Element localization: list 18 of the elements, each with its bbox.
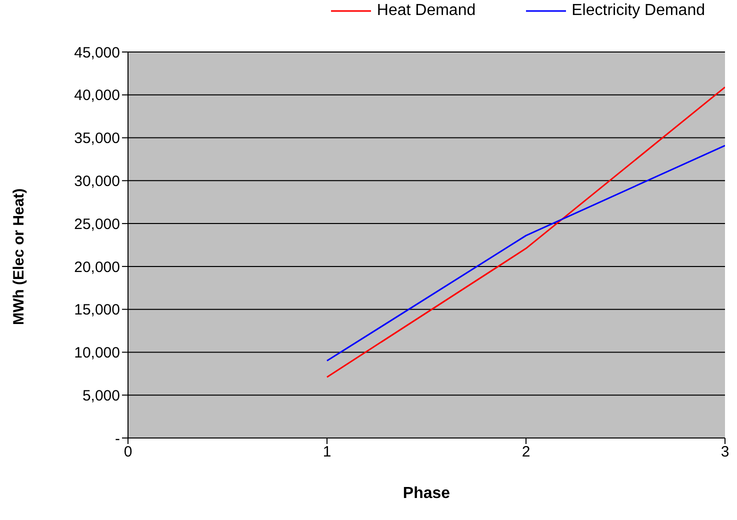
y-tick-label: 5,000 xyxy=(82,387,120,404)
x-tick-label: 0 xyxy=(124,444,132,461)
x-tick-label: 1 xyxy=(322,444,332,461)
x-tick-label: 3 xyxy=(720,444,730,461)
x-tick-label: 2 xyxy=(522,444,530,461)
legend-label: Heat Demand xyxy=(376,2,476,20)
legend-label: Electricity Demand xyxy=(572,2,705,20)
y-tick-label: 25,000 xyxy=(74,216,120,233)
y-tick-label: 30,000 xyxy=(74,172,120,190)
y-axis-title: MWh (Elec or Heat) xyxy=(10,188,28,325)
y-tick-label: 10,000 xyxy=(74,344,120,362)
y-tick-label: 20,000 xyxy=(74,258,120,276)
y-tick-label: 35,000 xyxy=(74,130,120,148)
y-tick-label: 15,000 xyxy=(74,302,120,319)
y-tick-label: - xyxy=(115,430,120,448)
y-tick-label: 40,000 xyxy=(74,87,120,104)
x-axis-title: Phase xyxy=(402,485,450,502)
y-tick-label: 45,000 xyxy=(74,44,120,62)
